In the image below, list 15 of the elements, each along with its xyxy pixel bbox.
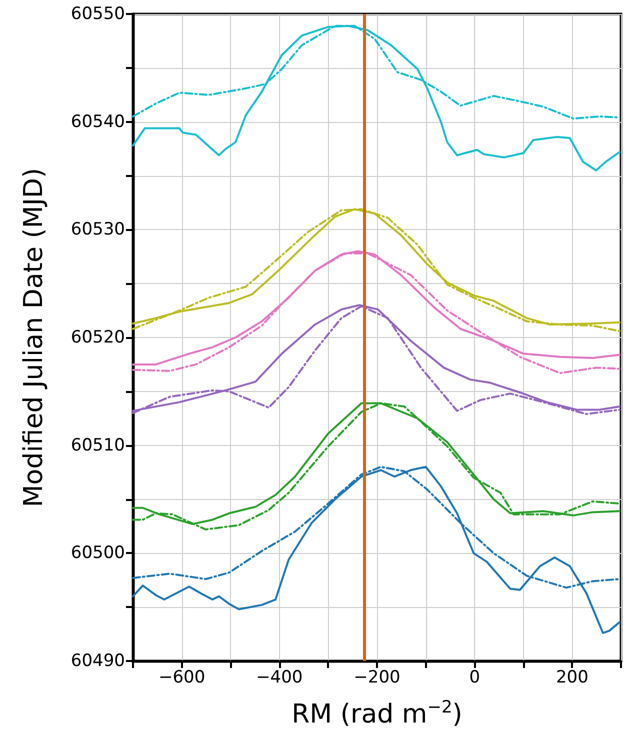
y-tick-label: 60520 [70, 328, 125, 348]
x-tick-label: −200 [354, 668, 400, 688]
x-tick-label: −400 [256, 668, 303, 688]
y-tick-label: 60540 [70, 112, 125, 132]
y-tick-label: 60510 [70, 435, 125, 456]
line-series [132, 466, 621, 634]
y-tick-label: 60500 [70, 543, 125, 564]
y-tick-label: 60550 [70, 4, 125, 24]
x-tick-label: 0 [469, 668, 480, 688]
y-tick-label: 60490 [70, 651, 125, 671]
y-tick-label: 60530 [70, 220, 125, 240]
x-tick-label: −600 [158, 668, 206, 688]
line-series [132, 24, 621, 172]
y-axis-title: Modified Julian Date (MJD) [19, 168, 49, 508]
x-tick-label: 200 [556, 668, 588, 688]
